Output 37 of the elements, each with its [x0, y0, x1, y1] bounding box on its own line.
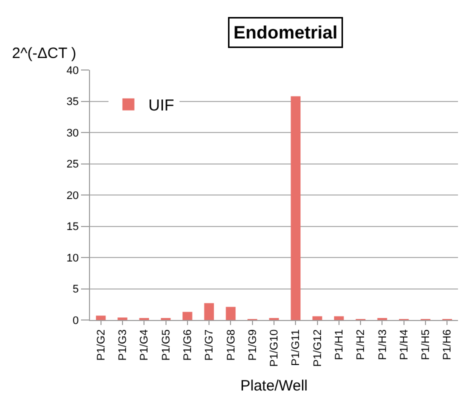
bar — [182, 312, 192, 320]
y-tick-label: 5 — [72, 284, 79, 296]
bar — [334, 316, 344, 320]
x-tick-label: P1/H1 — [334, 329, 346, 360]
x-tick-label: P1/G5 — [160, 329, 172, 361]
y-tick-label: 25 — [66, 158, 79, 171]
x-tick-label: P1/H4 — [398, 329, 410, 360]
bar — [96, 316, 106, 320]
x-tick-label: P1/G9 — [246, 329, 259, 361]
x-tick-label: P1/H3 — [376, 329, 389, 360]
y-tick-label: 40 — [66, 64, 79, 77]
bar — [312, 316, 322, 320]
x-tick-label: P1/G2 — [95, 329, 108, 361]
x-tick-label: P1/G6 — [182, 329, 194, 361]
x-tick-label: P1/G8 — [225, 329, 238, 361]
y-tick-label: 0 — [72, 314, 79, 327]
x-tick-label: P1/G3 — [117, 329, 130, 361]
y-axis-title: 2^(-ΔCT ) — [12, 45, 76, 62]
y-tick-label: 10 — [66, 252, 79, 264]
bar — [226, 306, 236, 320]
y-tick-label: 15 — [66, 221, 79, 234]
x-tick-label: P1/G4 — [138, 329, 151, 361]
bar — [204, 303, 214, 320]
y-tick-label: 20 — [66, 190, 79, 202]
x-tick-label: P1/G12 — [312, 329, 324, 367]
x-axis-title: Plate/Well — [240, 378, 308, 395]
x-tick-label: P1/H6 — [442, 329, 454, 360]
x-tick-label: P1/G11 — [290, 329, 302, 366]
x-tick-label: P1/H2 — [355, 329, 368, 360]
x-tick-label: P1/H5 — [420, 329, 432, 360]
bar — [290, 96, 301, 320]
x-tick-label: P1/G7 — [204, 329, 216, 361]
legend-label: UIF — [148, 98, 174, 115]
y-tick-label: 30 — [66, 127, 79, 140]
x-tick-label: P1/G10 — [268, 329, 281, 367]
chart-title: Endometrial — [234, 22, 338, 42]
y-tick-label: 35 — [66, 96, 79, 108]
